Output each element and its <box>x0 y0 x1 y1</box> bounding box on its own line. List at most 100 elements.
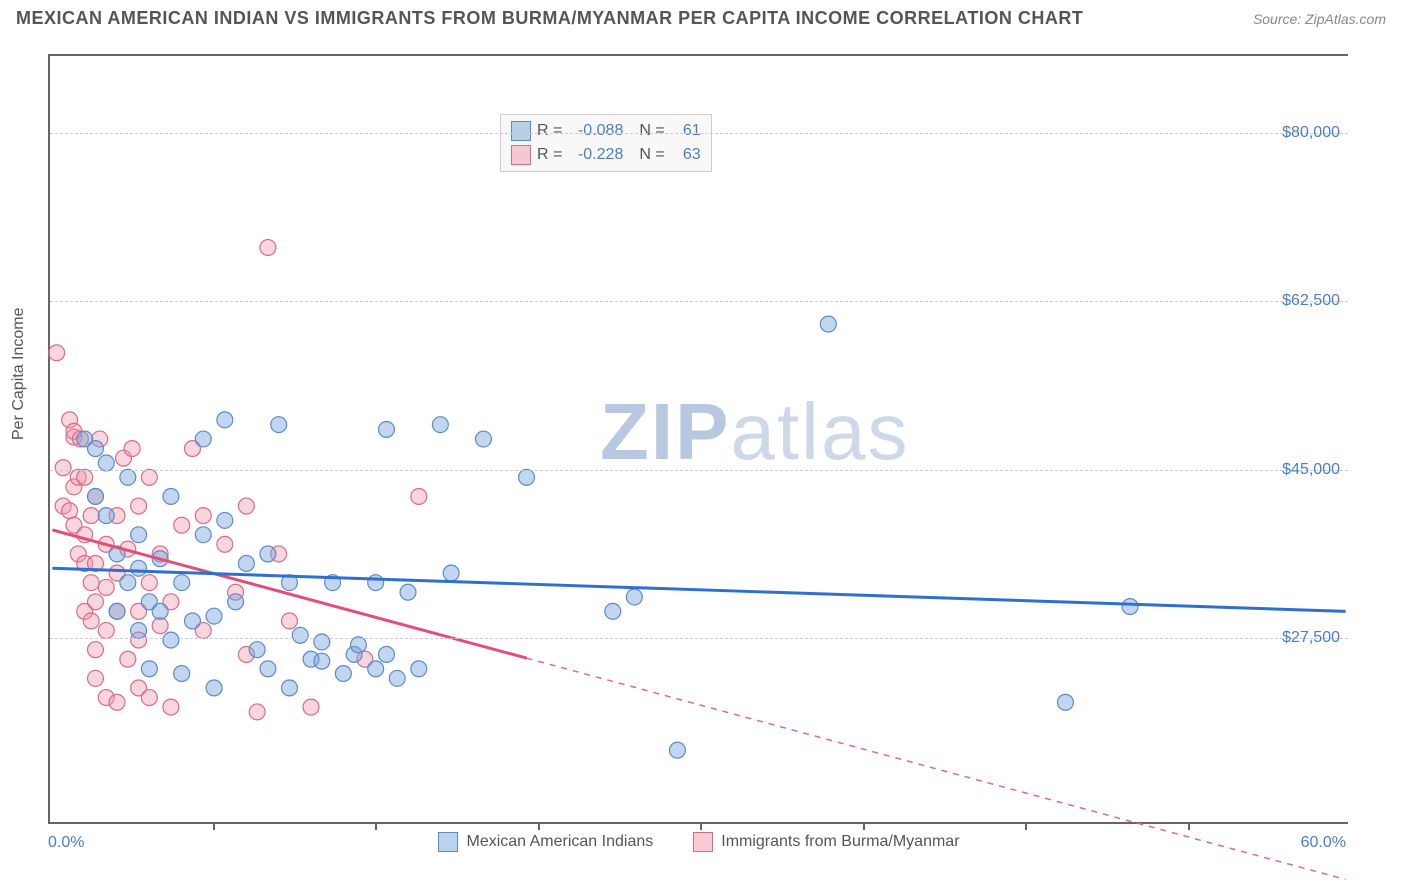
data-point <box>77 469 93 485</box>
data-point <box>335 666 351 682</box>
data-point <box>120 469 136 485</box>
data-point <box>432 417 448 433</box>
legend-label: Immigrants from Burma/Myanmar <box>721 833 959 851</box>
x-tick <box>538 822 540 830</box>
x-tick <box>1025 822 1027 830</box>
data-point <box>109 694 125 710</box>
data-point <box>282 613 298 629</box>
data-point <box>217 512 233 528</box>
data-point <box>1122 599 1138 615</box>
gridline <box>50 470 1348 471</box>
data-point <box>174 666 190 682</box>
legend-swatch <box>438 832 458 852</box>
r-label: R = <box>537 122 562 140</box>
legend-item: Mexican American Indians <box>438 832 653 852</box>
data-point <box>49 345 65 361</box>
legend-swatch <box>693 832 713 852</box>
data-point <box>98 455 114 471</box>
x-min-label: 0.0% <box>48 834 84 852</box>
gridline <box>50 133 1348 134</box>
data-point <box>88 488 104 504</box>
r-value: -0.088 <box>568 122 623 140</box>
data-point <box>389 670 405 686</box>
data-point <box>217 536 233 552</box>
x-tick <box>700 822 702 830</box>
data-point <box>131 527 147 543</box>
source-label: Source: ZipAtlas.com <box>1253 11 1386 27</box>
y-tick-label: $62,500 <box>1282 292 1340 310</box>
data-point <box>820 316 836 332</box>
n-value: 63 <box>671 146 701 164</box>
data-point <box>368 575 384 591</box>
data-point <box>185 613 201 629</box>
data-point <box>368 661 384 677</box>
y-tick-label: $27,500 <box>1282 629 1340 647</box>
legend-swatch <box>511 145 531 165</box>
r-value: -0.228 <box>568 146 623 164</box>
data-point <box>249 704 265 720</box>
chart-title: MEXICAN AMERICAN INDIAN VS IMMIGRANTS FR… <box>16 8 1083 29</box>
data-point <box>83 508 99 524</box>
data-point <box>152 603 168 619</box>
data-point <box>55 460 71 476</box>
data-point <box>141 469 157 485</box>
data-point <box>519 469 535 485</box>
data-point <box>206 608 222 624</box>
data-point <box>174 575 190 591</box>
data-point <box>98 579 114 595</box>
data-point <box>62 503 78 519</box>
x-tick <box>375 822 377 830</box>
data-point <box>88 642 104 658</box>
data-point <box>238 556 254 572</box>
stats-row: R = -0.088 N = 61 <box>511 119 701 143</box>
data-point <box>88 441 104 457</box>
data-point <box>163 632 179 648</box>
y-tick-label: $80,000 <box>1282 124 1340 142</box>
data-point <box>195 431 211 447</box>
regression-line <box>52 568 1345 611</box>
data-point <box>206 680 222 696</box>
data-point <box>131 498 147 514</box>
data-point <box>605 603 621 619</box>
data-point <box>163 699 179 715</box>
data-point <box>443 565 459 581</box>
data-point <box>88 594 104 610</box>
data-point <box>260 546 276 562</box>
n-value: 61 <box>671 122 701 140</box>
x-max-label: 60.0% <box>1301 834 1346 852</box>
gridline <box>50 638 1348 639</box>
stats-legend-box: R = -0.088 N = 61 R = -0.228 N = 63 <box>500 114 712 172</box>
data-point <box>120 575 136 591</box>
data-point <box>141 690 157 706</box>
data-point <box>669 742 685 758</box>
gridline <box>50 301 1348 302</box>
data-point <box>626 589 642 605</box>
data-point <box>411 488 427 504</box>
data-point <box>163 488 179 504</box>
r-label: R = <box>537 146 562 164</box>
data-point <box>314 634 330 650</box>
x-tick <box>863 822 865 830</box>
stats-row: R = -0.228 N = 63 <box>511 143 701 167</box>
y-tick-label: $45,000 <box>1282 461 1340 479</box>
data-point <box>260 661 276 677</box>
data-point <box>141 661 157 677</box>
data-point <box>379 646 395 662</box>
data-point <box>400 584 416 600</box>
legend-label: Mexican American Indians <box>466 833 653 851</box>
x-tick <box>213 822 215 830</box>
data-point <box>131 623 147 639</box>
data-point <box>1057 694 1073 710</box>
data-point <box>411 661 427 677</box>
data-point <box>292 627 308 643</box>
data-point <box>476 431 492 447</box>
data-point <box>217 412 233 428</box>
data-point <box>152 618 168 634</box>
data-point <box>124 441 140 457</box>
data-point <box>174 517 190 533</box>
data-point <box>98 623 114 639</box>
data-point <box>120 651 136 667</box>
y-axis-label: Per Capita Income <box>10 307 28 440</box>
data-point <box>83 613 99 629</box>
legend-swatch <box>511 121 531 141</box>
